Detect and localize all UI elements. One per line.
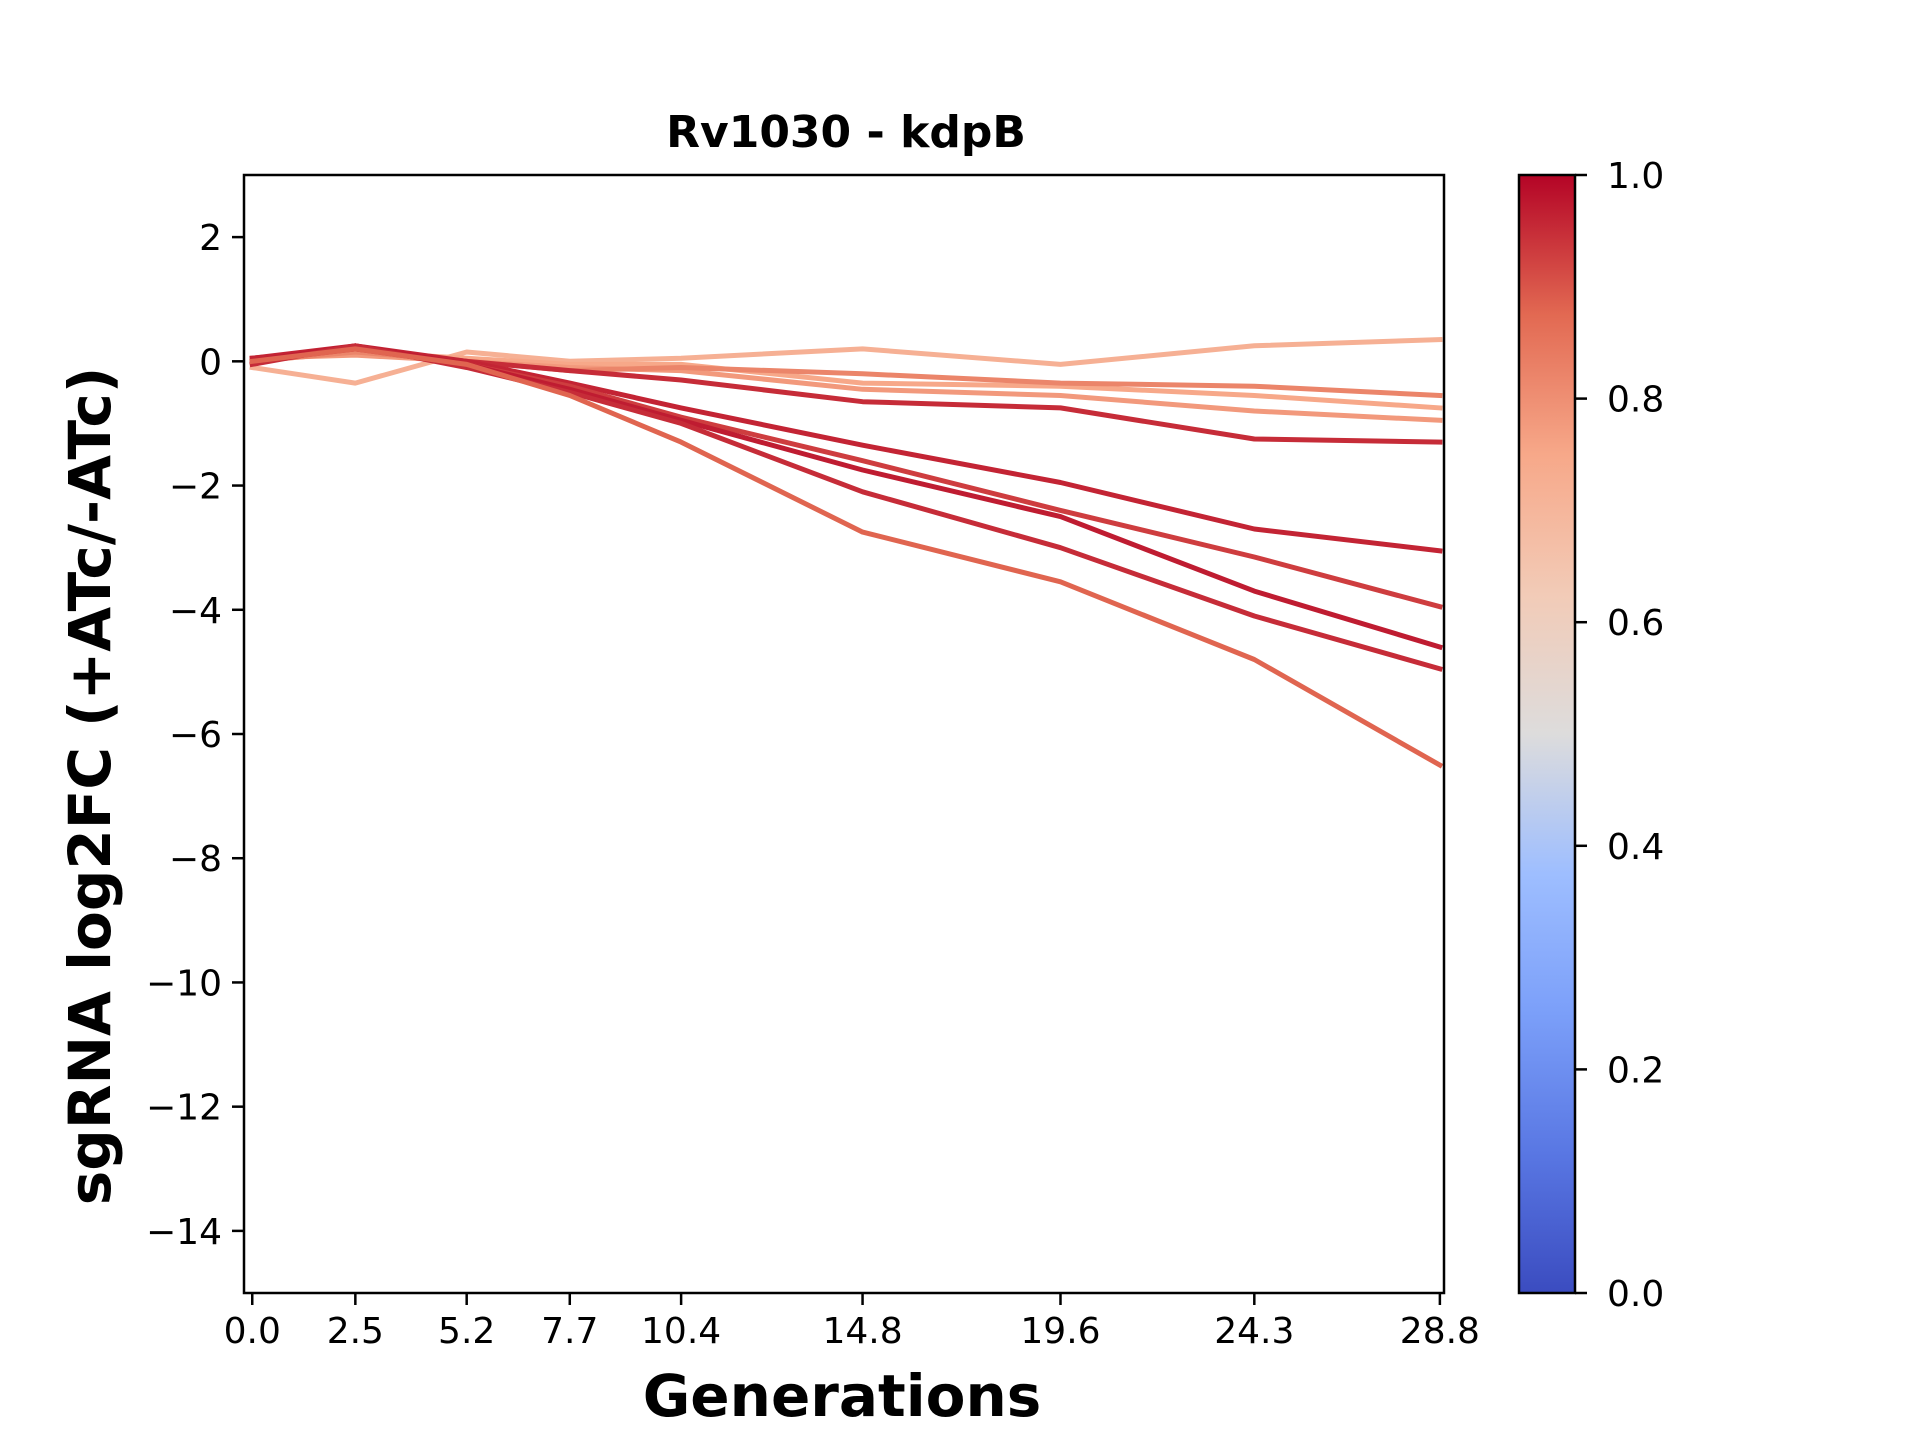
y-tick-label: −14: [146, 1212, 222, 1253]
colorbar-tick-label: 0.4: [1607, 827, 1664, 868]
x-tick-label: 0.0: [224, 1311, 281, 1352]
y-tick-label: −12: [146, 1088, 222, 1129]
colorbar-tick-label: 0.6: [1607, 603, 1664, 644]
y-tick-label: 0: [199, 342, 222, 383]
x-tick-label: 19.6: [1020, 1311, 1100, 1352]
colorbar-tick-label: 1.0: [1607, 156, 1664, 197]
y-tick-label: −2: [169, 467, 222, 508]
y-tick-label: 2: [199, 218, 222, 259]
y-tick-label: −4: [169, 591, 222, 632]
plot-area: [249, 337, 1444, 769]
y-axis-label: sgRNA log2FC (+ATc/-ATc): [56, 367, 124, 1205]
y-axis: 2 0 −2 −4 −6 −8 −10 −12 −14: [146, 218, 244, 1253]
plot-frame: [242, 173, 1446, 1295]
series-line-6: [249, 343, 1443, 554]
x-tick-label: 5.2: [438, 1311, 495, 1352]
x-axis-label: Generations: [643, 1362, 1042, 1430]
x-tick-label: 10.4: [641, 1311, 721, 1352]
x-axis: 0.0 2.5 5.2 7.7 10.4 14.8 19.6 24.3 28.8: [224, 1293, 1480, 1352]
series-line-8: [249, 343, 1444, 651]
x-tick-label: 14.8: [822, 1311, 902, 1352]
y-tick-label: −8: [169, 839, 222, 880]
x-tick-label: 24.3: [1214, 1311, 1294, 1352]
x-tick-label: 7.7: [541, 1311, 598, 1352]
colorbar-tick-label: 0.8: [1607, 380, 1664, 421]
series-line-10: [249, 346, 1444, 769]
chart-title: Rv1030 - kdpB: [666, 107, 1026, 158]
x-tick-label: 28.8: [1400, 1311, 1480, 1352]
colorbar-ticks: 0.0 0.2 0.4 0.6 0.8 1.0: [1575, 156, 1664, 1315]
x-tick-label: 2.5: [327, 1311, 384, 1352]
series-line-1: [249, 337, 1443, 386]
colorbar: [1517, 173, 1577, 1295]
y-tick-label: −10: [146, 963, 222, 1004]
colorbar-tick-label: 0.0: [1607, 1274, 1664, 1315]
y-tick-label: −6: [169, 715, 222, 756]
colorbar-tick-label: 0.2: [1607, 1050, 1664, 1091]
